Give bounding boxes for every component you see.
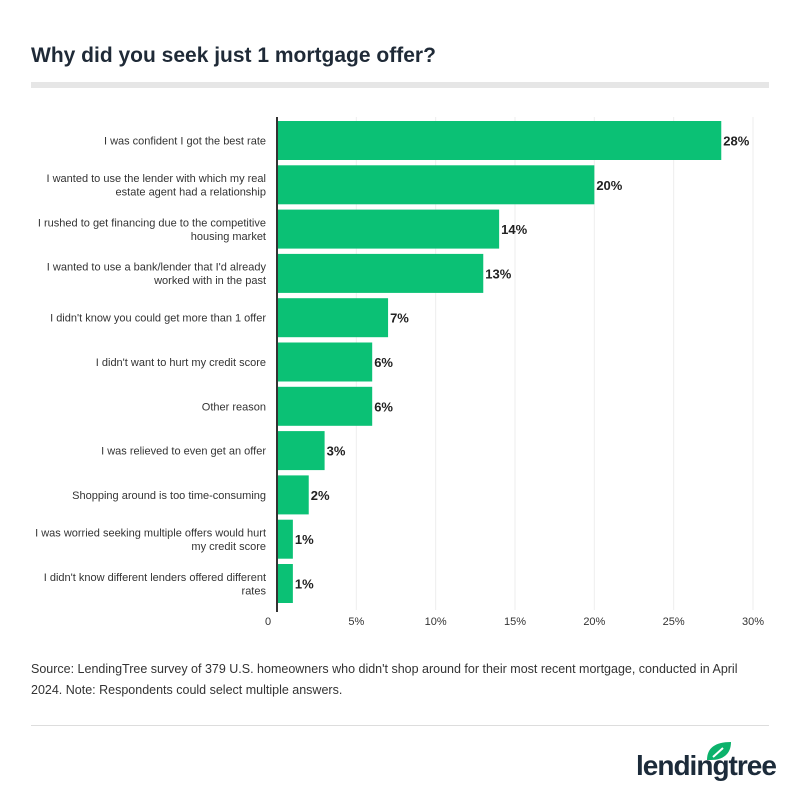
logo-text: lendingtree	[636, 750, 777, 781]
x-tick-label: 5%	[348, 616, 364, 628]
data-label: 1%	[295, 577, 314, 592]
data-label: 6%	[374, 355, 393, 370]
data-label: 28%	[723, 134, 749, 149]
bar	[277, 519, 293, 559]
bar	[277, 121, 722, 160]
category-label: I rushed to get financing due to the com…	[38, 217, 266, 229]
category-label: housing market	[191, 231, 266, 243]
bar	[277, 209, 500, 249]
category-label: I didn't want to hurt my credit score	[96, 357, 266, 369]
category-label: I didn't know you could get more than 1 …	[50, 313, 266, 325]
category-label: worked with in the past	[153, 275, 266, 287]
leaf-icon	[707, 742, 731, 760]
bar	[277, 253, 484, 293]
x-tick-label: 20%	[583, 616, 605, 628]
bar	[277, 342, 373, 382]
data-label: 3%	[327, 444, 346, 459]
category-label: I wanted to use a bank/lender that I'd a…	[47, 262, 267, 274]
data-label: 6%	[374, 399, 393, 414]
x-tick-label: 30%	[742, 616, 764, 628]
title-divider	[31, 82, 769, 88]
x-tick-label: 15%	[504, 616, 526, 628]
source-note: Source: LendingTree survey of 379 U.S. h…	[31, 662, 738, 697]
category-label: I wanted to use the lender with which my…	[46, 173, 266, 185]
bar	[277, 165, 595, 205]
bar	[277, 475, 309, 515]
category-label: I was worried seeking multiple offers wo…	[35, 527, 266, 539]
data-label: 2%	[311, 488, 330, 503]
category-label: my credit score	[191, 541, 266, 553]
bar	[277, 298, 389, 338]
data-label: 20%	[596, 178, 622, 193]
category-label: I was relieved to even get an offer	[101, 446, 266, 458]
x-tick-label: 0	[265, 616, 271, 628]
bar	[277, 386, 373, 426]
category-label: I didn't know different lenders offered …	[44, 572, 266, 584]
data-label: 14%	[501, 222, 527, 237]
category-label: I was confident I got the best rate	[104, 136, 266, 148]
category-label: Other reason	[202, 401, 266, 413]
lendingtree-logo: lendingtree	[636, 742, 777, 787]
x-tick-label: 25%	[663, 616, 685, 628]
category-label: estate agent had a relationship	[116, 187, 266, 199]
category-label: rates	[242, 585, 267, 597]
bar	[277, 564, 293, 603]
data-label: 13%	[485, 266, 511, 281]
category-label: Shopping around is too time-consuming	[72, 490, 266, 502]
data-label: 1%	[295, 532, 314, 547]
x-tick-label: 10%	[425, 616, 447, 628]
bar	[277, 431, 325, 471]
chart-title: Why did you seek just 1 mortgage offer?	[31, 44, 436, 67]
bar-chart: 0 5% 10% 15% 20% 25% 30% 28% I was confident I g…	[35, 117, 764, 628]
data-label: 7%	[390, 311, 409, 326]
footer-divider	[31, 725, 769, 726]
